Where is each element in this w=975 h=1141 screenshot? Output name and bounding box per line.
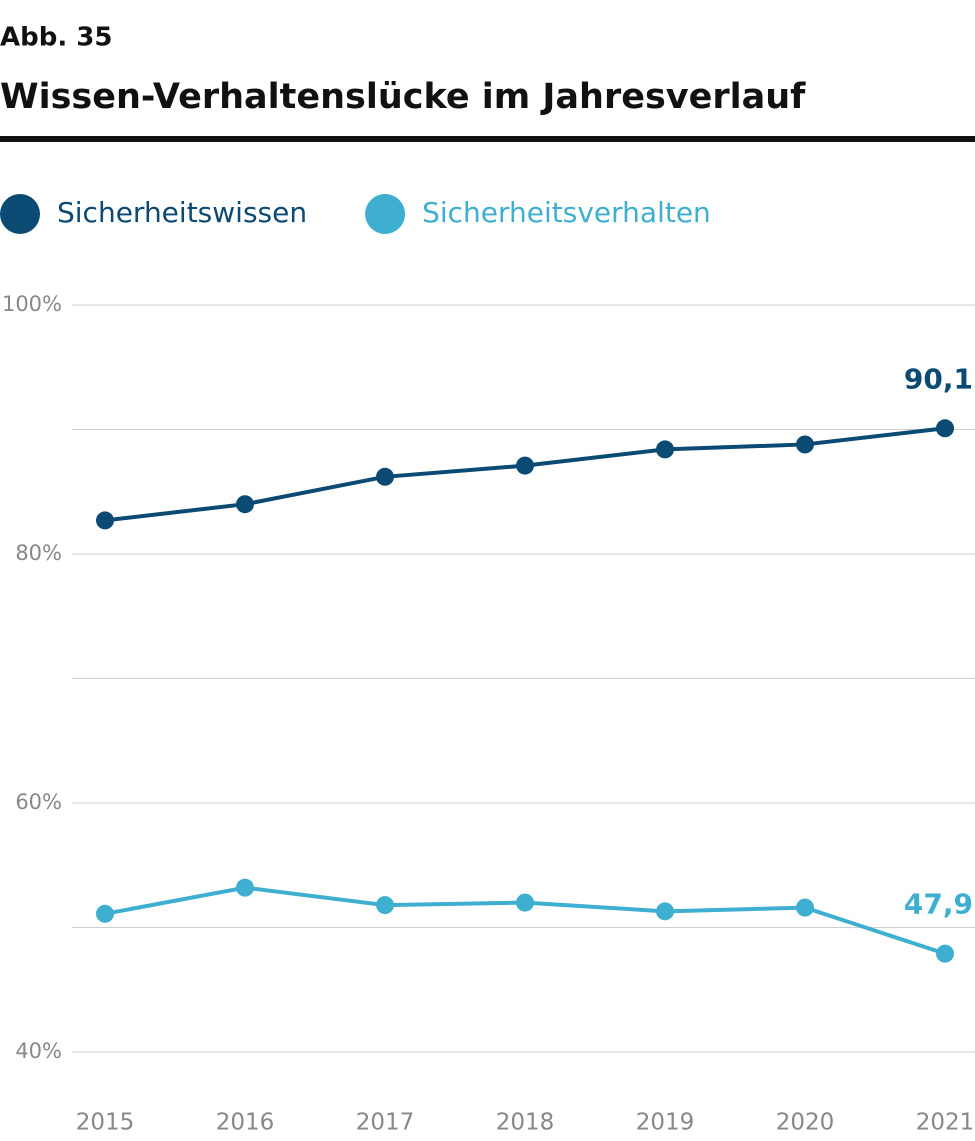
data-point (796, 435, 814, 454)
data-point (96, 511, 114, 530)
legend-marker (0, 194, 40, 234)
x-tick-label: 2018 (496, 1110, 555, 1136)
data-point (656, 902, 674, 921)
data-point (656, 440, 674, 459)
data-point (236, 495, 254, 514)
x-tick-label: 2016 (216, 1110, 275, 1136)
data-point (516, 456, 534, 475)
data-label: 47,9 (904, 888, 973, 921)
data-point (936, 419, 954, 438)
chart-title: Wissen-Verhaltenslücke im Jahresverlauf (0, 77, 806, 117)
title-rule (0, 136, 975, 142)
data-point (516, 893, 534, 912)
x-tick-label: 2015 (76, 1110, 135, 1136)
x-tick-label: 2020 (776, 1110, 835, 1136)
data-label: 90,1 (904, 362, 973, 395)
x-tick-label: 2019 (636, 1110, 695, 1136)
x-tick-label: 2017 (356, 1110, 415, 1136)
legend-label: Sicherheitsverhalten (422, 196, 711, 229)
data-point (96, 904, 114, 923)
figure-label: Abb. 35 (0, 23, 112, 53)
x-tick-label: 2021 (916, 1110, 975, 1136)
data-point (236, 878, 254, 897)
legend-label: Sicherheitswissen (57, 196, 307, 229)
y-tick-label: 80% (15, 541, 62, 565)
data-point (796, 898, 814, 917)
legend-marker (365, 194, 406, 234)
y-tick-label: 60% (15, 790, 62, 814)
data-point (376, 896, 394, 915)
y-tick-label: 100% (2, 292, 62, 316)
data-point (376, 467, 394, 486)
data-point (936, 944, 954, 963)
y-tick-label: 40% (15, 1039, 62, 1063)
